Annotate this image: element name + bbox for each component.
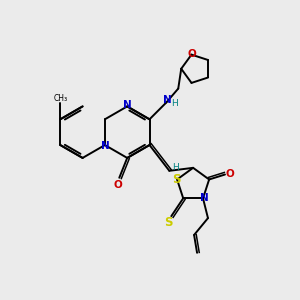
Text: O: O (187, 49, 196, 58)
Text: H: H (171, 99, 178, 108)
Text: S: S (172, 173, 180, 186)
Text: CH₃: CH₃ (53, 94, 68, 103)
Text: N: N (163, 95, 172, 106)
Text: O: O (226, 169, 234, 178)
Text: H: H (172, 163, 179, 172)
Text: O: O (114, 180, 123, 190)
Text: N: N (100, 141, 109, 151)
Text: S: S (164, 216, 172, 229)
Text: N: N (200, 193, 208, 203)
Text: N: N (123, 100, 132, 110)
